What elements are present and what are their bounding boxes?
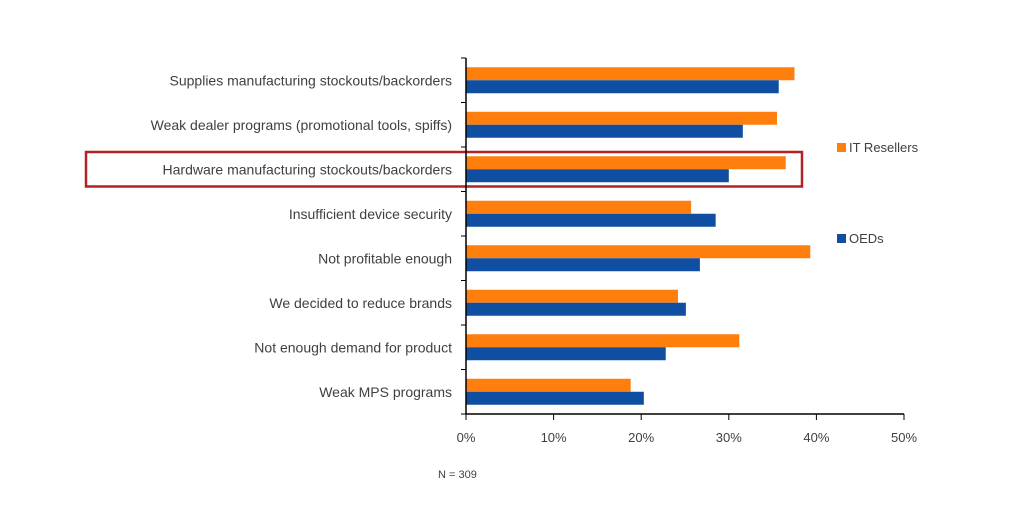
category-label-7: Weak MPS programs bbox=[319, 384, 452, 400]
category-label-3: Insufficient device security bbox=[289, 206, 452, 222]
category-label-1: Weak dealer programs (promotional tools,… bbox=[151, 117, 452, 133]
legend-swatch-1 bbox=[837, 234, 846, 243]
category-label-2: Hardware manufacturing stockouts/backord… bbox=[163, 161, 452, 177]
x-tick-label-2: 20% bbox=[628, 430, 654, 445]
x-tick-label-4: 40% bbox=[803, 430, 829, 445]
legend: IT Resellers OEDs bbox=[837, 140, 919, 246]
bar-oeds-4 bbox=[466, 258, 700, 272]
bar-it-resellers-5 bbox=[466, 289, 678, 303]
x-tick-label-3: 30% bbox=[716, 430, 742, 445]
bar-oeds-3 bbox=[466, 213, 716, 227]
bar-oeds-2 bbox=[466, 169, 729, 183]
bar-it-resellers-7 bbox=[466, 378, 631, 392]
category-label-6: Not enough demand for product bbox=[254, 339, 452, 355]
bar-oeds-1 bbox=[466, 124, 743, 138]
x-tick-label-5: 50% bbox=[891, 430, 917, 445]
chart-bars bbox=[84, 67, 811, 405]
bar-it-resellers-3 bbox=[466, 200, 692, 214]
legend-label-0: IT Resellers bbox=[849, 140, 919, 155]
legend-label-1: OEDs bbox=[849, 231, 884, 246]
bar-oeds-6 bbox=[466, 347, 666, 361]
category-label-5: We decided to reduce brands bbox=[269, 295, 452, 311]
chart-axes bbox=[461, 57, 905, 420]
bar-oeds-0 bbox=[466, 80, 779, 94]
bar-oeds-5 bbox=[466, 302, 686, 316]
bar-it-resellers-1 bbox=[466, 111, 777, 125]
category-label-0: Supplies manufacturing stockouts/backord… bbox=[170, 72, 452, 88]
x-tick-label-1: 10% bbox=[541, 430, 567, 445]
bar-it-resellers-2 bbox=[466, 156, 786, 170]
sample-size-note: N = 309 bbox=[438, 469, 477, 481]
bar-it-resellers-0 bbox=[466, 67, 795, 81]
bar-oeds-7 bbox=[466, 391, 644, 405]
category-labels: Supplies manufacturing stockouts/backord… bbox=[151, 72, 452, 400]
highlight-box bbox=[84, 150, 804, 188]
bar-it-resellers-6 bbox=[466, 334, 740, 348]
category-label-4: Not profitable enough bbox=[318, 250, 452, 266]
legend-swatch-0 bbox=[837, 143, 846, 152]
bar-it-resellers-4 bbox=[466, 245, 811, 259]
x-tick-labels: 0% 10% 20% 30% 40% 50% bbox=[457, 430, 918, 445]
x-tick-label-0: 0% bbox=[457, 430, 476, 445]
